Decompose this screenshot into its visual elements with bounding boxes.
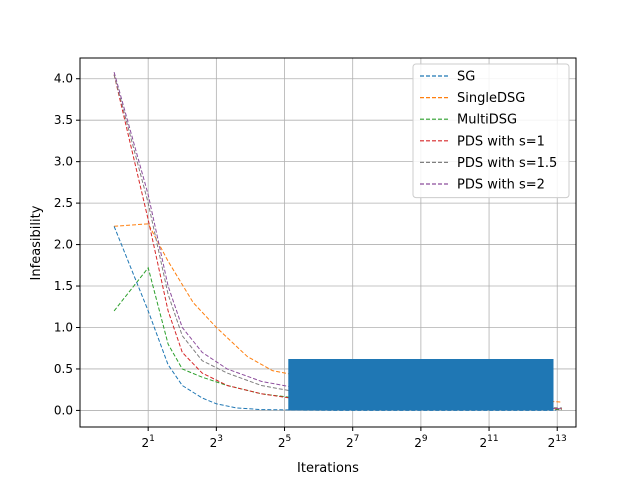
legend: SG SingleDSG MultiDSG PDS with s=1 PDS with … xyxy=(412,63,570,199)
x-tick-exponent: 3 xyxy=(217,434,223,444)
series-line-multidsg xyxy=(113,266,562,411)
y-tick-label: 3.5 xyxy=(54,113,73,127)
y-tick-label: 0.0 xyxy=(54,403,73,417)
x-tick-label: 27 xyxy=(346,434,359,450)
x-tick-label: 29 xyxy=(414,434,428,450)
x-tick-exponent: 5 xyxy=(285,434,291,444)
y-tick-label: 1.0 xyxy=(54,320,73,334)
x-tick-exponent: 9 xyxy=(422,434,428,444)
x-tick-exponent: 1 xyxy=(149,434,155,444)
x-tick-label: 213 xyxy=(548,434,567,450)
y-tick-label: 2.0 xyxy=(54,238,73,252)
y-axis-label: Infeasibility xyxy=(29,205,44,280)
y-tick-label: 2.5 xyxy=(54,196,73,210)
legend-label: SingleDSG xyxy=(457,91,525,106)
y-tick-label: 1.5 xyxy=(54,279,73,293)
y-tick-label: 4.0 xyxy=(54,72,73,86)
series-oscillation-sg xyxy=(288,359,554,411)
x-tick-label: 21 xyxy=(141,434,154,450)
x-ticks: 21 23 25 27 29 211 213 xyxy=(141,427,567,450)
legend-label: SG xyxy=(457,70,475,85)
x-tick-exponent: 13 xyxy=(555,434,566,444)
legend-frame xyxy=(412,63,570,199)
x-axis-label: Iterations xyxy=(297,461,359,476)
x-tick-base: 2 xyxy=(210,436,218,450)
x-tick-exponent: 7 xyxy=(354,434,360,444)
x-tick-base: 2 xyxy=(141,436,149,450)
legend-label: PDS with s=1.5 xyxy=(457,156,557,171)
y-tick-label: 0.5 xyxy=(54,362,73,376)
x-tick-base: 2 xyxy=(414,436,422,450)
x-tick-base: 2 xyxy=(480,436,488,450)
x-tick-base: 2 xyxy=(548,436,556,450)
y-ticks: 0.0 0.5 1.0 1.5 2.0 2.5 3.0 3.5 4.0 xyxy=(54,72,80,417)
x-tick-base: 2 xyxy=(346,436,354,450)
legend-label: MultiDSG xyxy=(457,113,517,128)
x-tick-label: 23 xyxy=(210,434,223,450)
x-tick-label: 211 xyxy=(480,434,499,450)
series-lines xyxy=(113,71,562,411)
x-tick-base: 2 xyxy=(278,436,286,450)
series-line-singledsg xyxy=(114,223,562,403)
legend-label: PDS with s=1 xyxy=(457,134,545,149)
series-line-pds-with-s-1 xyxy=(113,74,562,410)
y-tick-label: 3.0 xyxy=(54,155,73,169)
x-tick-exponent: 11 xyxy=(487,434,498,444)
legend-label: PDS with s=2 xyxy=(457,178,545,193)
x-tick-label: 25 xyxy=(278,434,291,450)
plot-frame xyxy=(79,57,577,428)
